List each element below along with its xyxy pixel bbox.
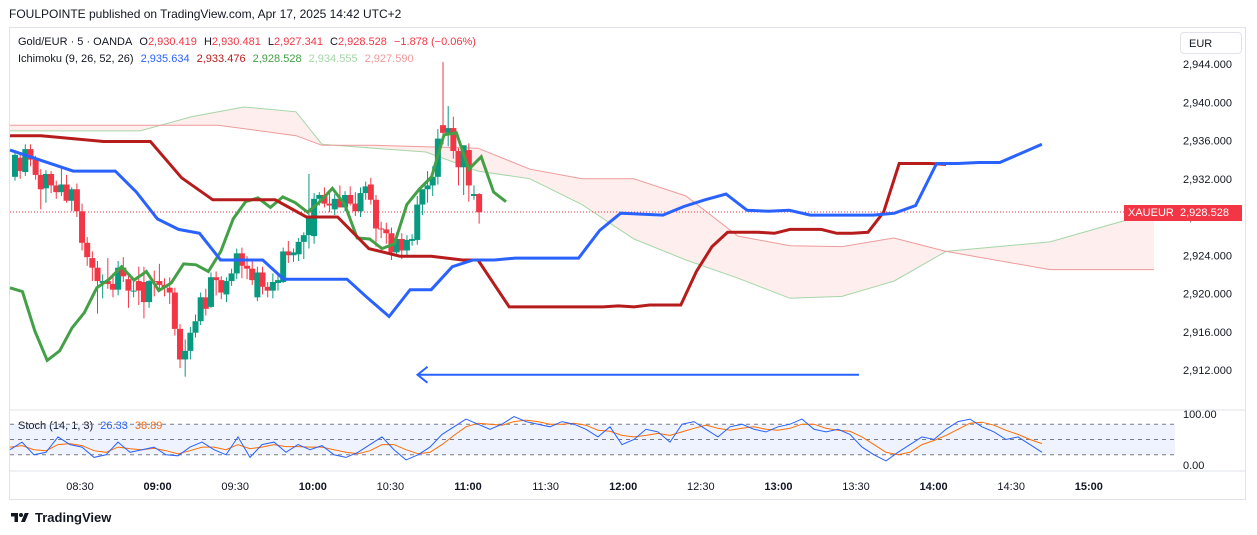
span-a-value: 2,934.555 <box>308 53 358 65</box>
tradingview-logo-icon <box>11 512 29 522</box>
stoch-k-value: 26.33 <box>100 420 128 432</box>
currency-selector[interactable]: EUR <box>1180 32 1242 54</box>
change-label: −1.878 (−0.06%) <box>393 36 476 48</box>
price-tag-value: 2,928.528 <box>1176 205 1242 221</box>
open-label: O2,930.419 <box>139 36 197 48</box>
ichimoku-legend: Ichimoku (9, 26, 52, 26) 2,935.634 2,933… <box>18 53 418 65</box>
chikou-value: 2,928.528 <box>252 53 302 65</box>
footer-brand-label: TradingView <box>35 510 112 525</box>
kijun-value: 2,933.476 <box>196 53 246 65</box>
price-tag-symbol: XAUEUR <box>1124 205 1178 221</box>
price-legend: Gold/EUR · 5 · OANDA O2,930.419 H2,930.4… <box>18 36 480 48</box>
symbol-label[interactable]: Gold/EUR · 5 · OANDA <box>18 36 133 48</box>
close-label: C2,928.528 <box>330 36 387 48</box>
stoch-title[interactable]: Stoch (14, 1, 3) <box>18 420 94 432</box>
chart-frame <box>9 27 1246 500</box>
tenkan-value: 2,935.634 <box>140 53 190 65</box>
high-label: H2,930.481 <box>203 36 261 48</box>
publisher-note: FOULPOINTE published on TradingView.com,… <box>9 7 402 21</box>
stoch-legend: Stoch (14, 1, 3) 26.33 38.89 <box>18 420 166 432</box>
stoch-d-value: 38.89 <box>134 420 163 432</box>
span-b-value: 2,927.590 <box>364 53 414 65</box>
tradingview-brand[interactable]: TradingView <box>9 510 111 525</box>
ichimoku-title[interactable]: Ichimoku (9, 26, 52, 26) <box>18 53 134 65</box>
low-label: L2,927.341 <box>267 36 323 48</box>
